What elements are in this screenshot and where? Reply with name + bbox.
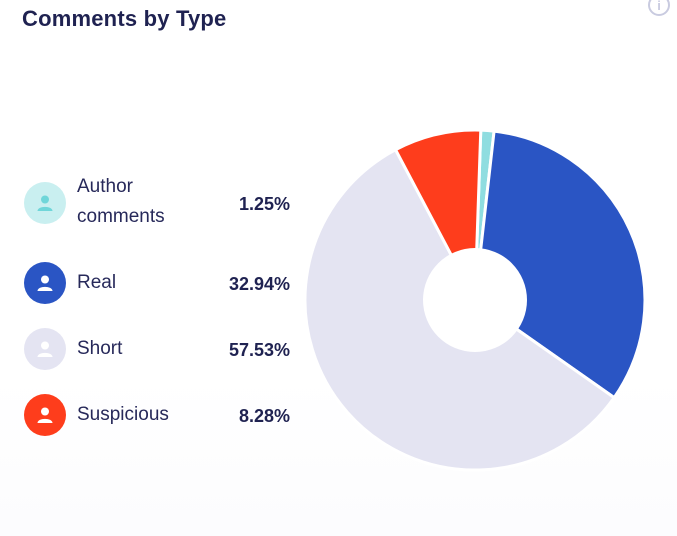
legend-item-suspicious[interactable]: Suspicious 8.28% xyxy=(22,394,302,436)
legend-value: 32.94% xyxy=(228,274,290,294)
legend-label: Author comments xyxy=(77,176,165,227)
user-icon xyxy=(24,394,66,436)
chart-legend: Author comments 1.25% Real 32.94% Short … xyxy=(22,0,302,536)
info-icon[interactable]: i xyxy=(648,0,670,16)
donut-chart-svg xyxy=(303,128,647,472)
legend-label: Short xyxy=(77,338,123,359)
legend-label: Suspicious xyxy=(77,404,169,425)
user-icon xyxy=(24,262,66,304)
legend-item-author-comments[interactable]: Author comments 1.25% xyxy=(22,176,302,236)
legend-value: 57.53% xyxy=(228,340,290,360)
legend-item-short[interactable]: Short 57.53% xyxy=(22,328,302,370)
legend-value: 1.25% xyxy=(238,194,290,214)
user-icon xyxy=(24,182,66,224)
user-icon xyxy=(24,328,66,370)
card-title: Comments by Type xyxy=(22,6,227,31)
legend-item-real[interactable]: Real 32.94% xyxy=(22,262,302,304)
legend-value: 8.28% xyxy=(238,406,290,426)
legend-label: Real xyxy=(77,272,117,293)
slice-real[interactable] xyxy=(473,129,647,400)
donut-chart xyxy=(300,125,650,475)
donut-hole xyxy=(423,248,527,352)
